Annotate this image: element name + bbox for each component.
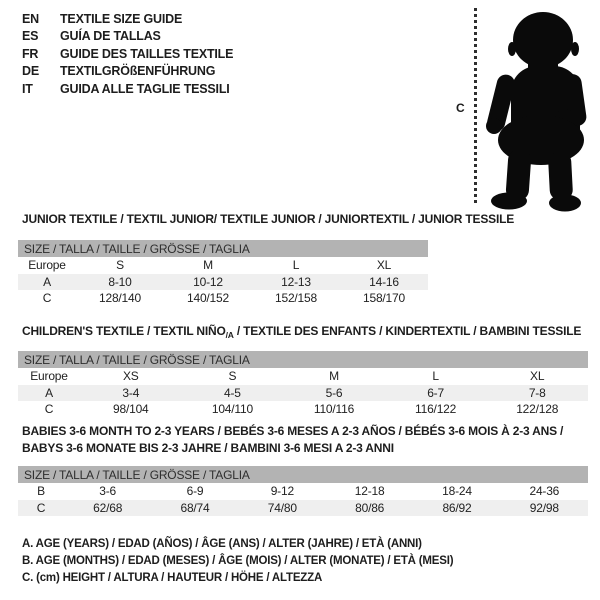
table-cell: 86/92 [413,499,501,516]
height-dashed-line [474,8,477,206]
children-section-title: CHILDREN'S TEXTILE / TEXTIL NIÑO/A / TEX… [22,324,582,340]
table-cell: 8-10 [76,273,164,290]
table-cell: 9-12 [270,484,294,499]
table-row: Europe S M L XL [18,257,428,274]
table-cell: S [228,369,237,384]
size-header-label: SIZE / TALLA / TAILLE / GRÖSSE / TAGLIA [18,240,428,257]
children-title-sub: /A [225,329,234,340]
row-label: Europe [30,369,68,384]
guide-title: TEXTILE SIZE GUIDE [60,11,183,26]
row-label: C [42,291,52,306]
height-measure-label: C [456,101,465,115]
babies-title-line2: BABYS 3-6 MONATE BIS 2-3 JAHRE / BAMBINI… [22,441,394,455]
children-title-pre: CHILDREN'S TEXTILE / TEXTIL NIÑO [22,324,226,338]
language-code: ES [22,29,39,44]
table-cell: 74/80 [238,499,326,516]
guide-title: GUIDA ALLE TAGLIE TESSILI [60,81,230,96]
table-cell: 110/116 [313,402,355,417]
table-row: A 8-10 10-12 12-13 14-16 [18,273,428,290]
guide-title: GUIDE DES TAILLES TEXTILE [60,46,234,61]
babies-section-title: BABIES 3-6 MONTH TO 2-3 YEARS / BEBÉS 3-… [22,423,582,457]
footnote-height-cm: C. (cm) HEIGHT / ALTURA / HAUTEUR / HÖHE… [22,571,323,584]
table-cell: 14-16 [340,273,428,290]
junior-size-table: SIZE / TALLA / TAILLE / GRÖSSE / TAGLIA … [18,240,428,307]
row-label: Europe [28,258,66,273]
table-cell: 3-6 [99,484,117,499]
guide-title: GUÍA DE TALLAS [60,29,161,44]
language-row: FR GUIDE DES TAILLES TEXTILE [22,45,233,63]
size-header-label: SIZE / TALLA / TAILLE / GRÖSSE / TAGLIA [18,466,588,483]
table-cell: 10-12 [164,273,252,290]
table-cell: 152/158 [275,291,317,306]
babies-title-line1: BABIES 3-6 MONTH TO 2-3 YEARS / BEBÉS 3-… [22,424,564,438]
language-code: IT [22,81,33,96]
table-cell: L [432,369,439,384]
children-title-post: / TEXTILE DES ENFANTS / KINDERTEXTIL / B… [233,324,582,338]
table-row: B 3-6 6-9 9-12 12-18 18-24 24-36 [18,483,588,500]
language-code: EN [22,11,39,26]
row-label: B [37,484,45,499]
table-row: C 98/104 104/110 110/116 116/122 122/128 [18,401,588,418]
guide-title: TEXTILGRÖßENFÜHRUNG [60,64,216,79]
language-row: ES GUÍA DE TALLAS [22,28,233,46]
table-row: C 128/140 140/152 152/158 158/170 [18,290,428,307]
table-row: Europe XS S M L XL [18,368,588,385]
table-cell: 98/104 [113,402,149,417]
table-cell: 140/152 [187,291,229,306]
table-cell: XL [376,258,392,273]
table-cell: M [203,258,213,273]
footnote-age-months: B. AGE (MONTHS) / EDAD (MESES) / ÂGE (MO… [22,554,454,567]
size-header-label: SIZE / TALLA / TAILLE / GRÖSSE / TAGLIA [18,351,588,368]
table-cell: XL [530,369,545,384]
table-cell: 4-5 [181,384,284,401]
table-cell: 7-8 [486,384,588,401]
row-label: C [18,499,64,516]
table-cell: 6-7 [384,384,487,401]
table-cell: 116/122 [415,402,457,417]
table-cell: 12-13 [252,273,340,290]
table-cell: M [329,369,339,384]
row-label: C [44,402,54,417]
table-cell: 104/110 [211,402,253,417]
table-cell: 122/128 [516,402,559,417]
language-row: IT GUIDA ALLE TAGLIE TESSILI [22,80,233,98]
table-cell: L [292,258,300,273]
table-row: A 3-4 4-5 5-6 6-7 7-8 [18,384,588,401]
size-header-bar: SIZE / TALLA / TAILLE / GRÖSSE / TAGLIA [18,351,588,368]
table-cell: XS [122,369,139,384]
language-title-list: EN TEXTILE SIZE GUIDE ES GUÍA DE TALLAS … [22,10,233,98]
language-code: FR [22,46,39,61]
table-cell: 3-4 [80,384,182,401]
table-cell: 92/98 [500,499,588,516]
baby-silhouette [486,12,587,212]
size-header-bar: SIZE / TALLA / TAILLE / GRÖSSE / TAGLIA [18,240,428,257]
table-cell: 18-24 [442,484,472,499]
table-row: C 62/68 68/74 74/80 80/86 86/92 92/98 [18,499,588,516]
table-cell: 5-6 [283,384,385,401]
table-cell: 80/86 [325,499,414,516]
language-row: DE TEXTILGRÖßENFÜHRUNG [22,63,233,81]
junior-section-title: JUNIOR TEXTILE / TEXTIL JUNIOR/ TEXTILE … [22,212,515,226]
table-cell: 68/74 [151,499,239,516]
footnote-legend: A. AGE (YEARS) / EDAD (AÑOS) / ÂGE (ANS)… [22,535,454,587]
row-label: A [18,384,80,401]
table-cell: 158/170 [363,291,405,306]
table-cell: 24-36 [529,484,560,499]
language-code: DE [22,64,39,79]
table-cell: 62/68 [64,499,152,516]
table-cell: 12-18 [354,484,385,499]
table-cell: 6-9 [186,484,204,499]
table-cell: 128/140 [99,291,141,306]
row-label: A [18,273,76,290]
babies-size-table: SIZE / TALLA / TAILLE / GRÖSSE / TAGLIA … [18,466,588,516]
language-row: EN TEXTILE SIZE GUIDE [22,10,233,28]
size-header-bar: SIZE / TALLA / TAILLE / GRÖSSE / TAGLIA [18,466,588,483]
footnote-age-years: A. AGE (YEARS) / EDAD (AÑOS) / ÂGE (ANS)… [22,537,422,550]
table-cell: S [116,258,124,273]
children-size-table: SIZE / TALLA / TAILLE / GRÖSSE / TAGLIA … [18,351,588,418]
